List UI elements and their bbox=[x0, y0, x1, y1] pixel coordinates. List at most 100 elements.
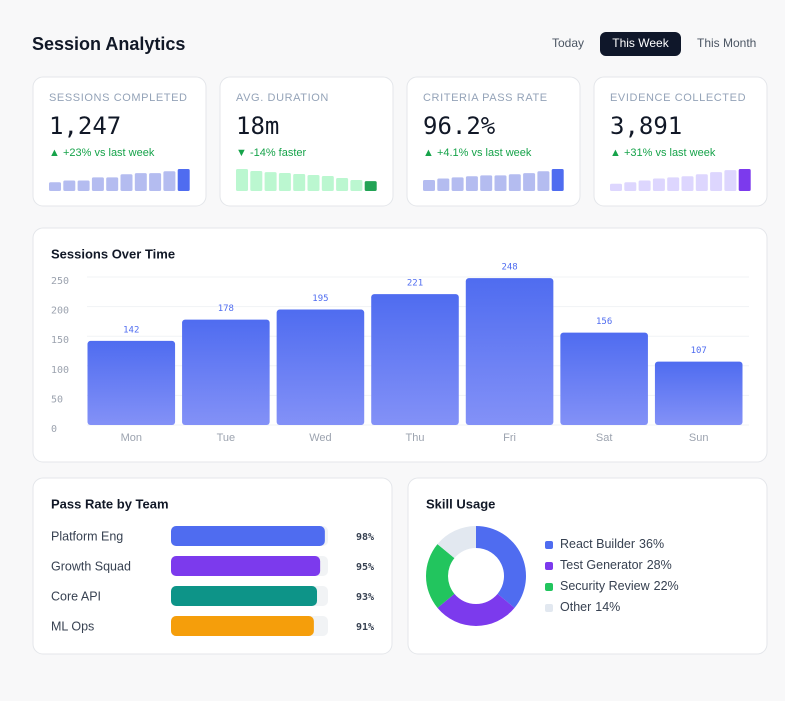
legend-value: 14% bbox=[595, 600, 620, 614]
bar bbox=[171, 556, 321, 576]
value-label: 91% bbox=[356, 622, 374, 633]
kpi-label: SESSIONS COMPLETED bbox=[49, 92, 188, 104]
sparkline-bar bbox=[49, 182, 61, 191]
legend-value: 28% bbox=[647, 558, 672, 572]
legend-swatch bbox=[545, 604, 553, 612]
sparkline-bar bbox=[236, 169, 248, 191]
value-label: 221 bbox=[407, 279, 423, 289]
sparkline-bar bbox=[163, 171, 176, 191]
kpi-delta: ▲ +4.1% vs last week bbox=[423, 147, 532, 159]
sparkline-bar bbox=[120, 174, 133, 191]
kpi-value: 18m bbox=[236, 112, 279, 140]
legend-value: 22% bbox=[654, 579, 679, 593]
value-label: 93% bbox=[356, 592, 374, 603]
y-tick-label: 50 bbox=[51, 394, 63, 405]
sparkline-bar bbox=[423, 180, 435, 191]
kpi-card bbox=[32, 76, 207, 207]
legend-swatch bbox=[545, 583, 553, 591]
sparkline-bar bbox=[77, 180, 90, 191]
y-tick-label: 200 bbox=[51, 306, 69, 317]
x-tick-label: Thu bbox=[406, 432, 425, 444]
sparkline-bar bbox=[724, 170, 737, 191]
chart-title: Sessions Over Time bbox=[51, 246, 175, 261]
legend-name: Test Generator bbox=[560, 558, 643, 572]
tab-active-bg[interactable] bbox=[600, 32, 681, 56]
bar bbox=[465, 278, 554, 425]
sparkline-bar bbox=[149, 173, 162, 191]
value-label: 142 bbox=[123, 325, 139, 335]
bar bbox=[171, 586, 318, 606]
sparkline-bar bbox=[681, 176, 694, 191]
y-tick-label: 0 bbox=[51, 424, 57, 435]
tab[interactable]: This Week bbox=[612, 36, 669, 50]
y-tick-label: 100 bbox=[51, 365, 69, 376]
legend-swatch bbox=[545, 562, 553, 570]
kpi-delta: ▲ +31% vs last week bbox=[610, 147, 716, 159]
sparkline-bar bbox=[667, 177, 680, 191]
sparkline-bar bbox=[307, 174, 320, 191]
bar bbox=[276, 309, 365, 425]
value-label: 195 bbox=[312, 294, 328, 304]
sparkline-bar bbox=[480, 175, 493, 191]
sparkline-bar bbox=[350, 180, 363, 191]
y-tick-label: 250 bbox=[51, 276, 69, 287]
kpi-delta: ▲ +23% vs last week bbox=[49, 147, 155, 159]
sparkline-bar bbox=[624, 182, 637, 191]
sparkline-bar bbox=[278, 172, 291, 191]
sparkline-bar bbox=[710, 172, 723, 191]
value-label: 178 bbox=[218, 304, 234, 314]
sparkline-bar bbox=[610, 183, 622, 191]
legend-swatch bbox=[545, 541, 553, 549]
kpi-card bbox=[219, 76, 394, 207]
legend-label: Test Generator 28% bbox=[560, 558, 672, 572]
kpi-delta: ▼ -14% faster bbox=[236, 147, 307, 159]
x-tick-label: Wed bbox=[309, 432, 331, 444]
bar bbox=[654, 361, 743, 425]
sparkline-bar bbox=[177, 169, 190, 191]
donut-slice bbox=[437, 526, 476, 559]
sparkline-bar bbox=[250, 170, 263, 191]
donut-slice bbox=[437, 593, 515, 626]
bar bbox=[171, 616, 314, 636]
kpi-card bbox=[593, 76, 768, 207]
sparkline-bar bbox=[293, 174, 306, 191]
sparkline-bar bbox=[91, 177, 104, 191]
value-label: 95% bbox=[356, 562, 374, 573]
kpi-value: 96.2% bbox=[423, 112, 496, 140]
legend-label: React Builder 36% bbox=[560, 537, 664, 551]
bar bbox=[171, 526, 325, 546]
kpi-card bbox=[406, 76, 581, 207]
kpi-value: 1,247 bbox=[49, 112, 121, 140]
value-label: 156 bbox=[596, 317, 612, 327]
chart-title: Skill Usage bbox=[426, 496, 495, 511]
sparkline-bar bbox=[551, 169, 564, 191]
tab[interactable]: This Month bbox=[697, 36, 756, 50]
sparkline-bar bbox=[494, 175, 507, 191]
team-label: Core API bbox=[51, 589, 101, 603]
legend-name: Security Review bbox=[560, 579, 651, 593]
kpi-value: 3,891 bbox=[610, 112, 682, 140]
sparkline-bar bbox=[523, 173, 536, 191]
sparkline-bar bbox=[695, 174, 708, 191]
chart-title: Pass Rate by Team bbox=[51, 496, 169, 511]
team-label: Platform Eng bbox=[51, 529, 123, 543]
value-label: 248 bbox=[501, 263, 517, 273]
y-tick-label: 150 bbox=[51, 335, 69, 346]
bar bbox=[371, 294, 459, 425]
sparkline-bar bbox=[336, 178, 349, 191]
tab[interactable]: Today bbox=[552, 36, 584, 50]
sparkline-bar bbox=[321, 176, 334, 191]
sparkline-bar bbox=[638, 180, 651, 191]
sparkline-bar bbox=[508, 174, 521, 191]
x-tick-label: Mon bbox=[121, 432, 142, 444]
team-label: ML Ops bbox=[51, 619, 94, 633]
legend-name: React Builder bbox=[560, 537, 635, 551]
sparkline-bar bbox=[465, 176, 478, 191]
value-label: 98% bbox=[356, 532, 374, 543]
bar bbox=[182, 319, 270, 425]
sparkline-bar bbox=[264, 172, 277, 191]
bar bbox=[560, 332, 648, 425]
legend-name: Other bbox=[560, 600, 591, 614]
x-tick-label: Sun bbox=[689, 432, 709, 444]
